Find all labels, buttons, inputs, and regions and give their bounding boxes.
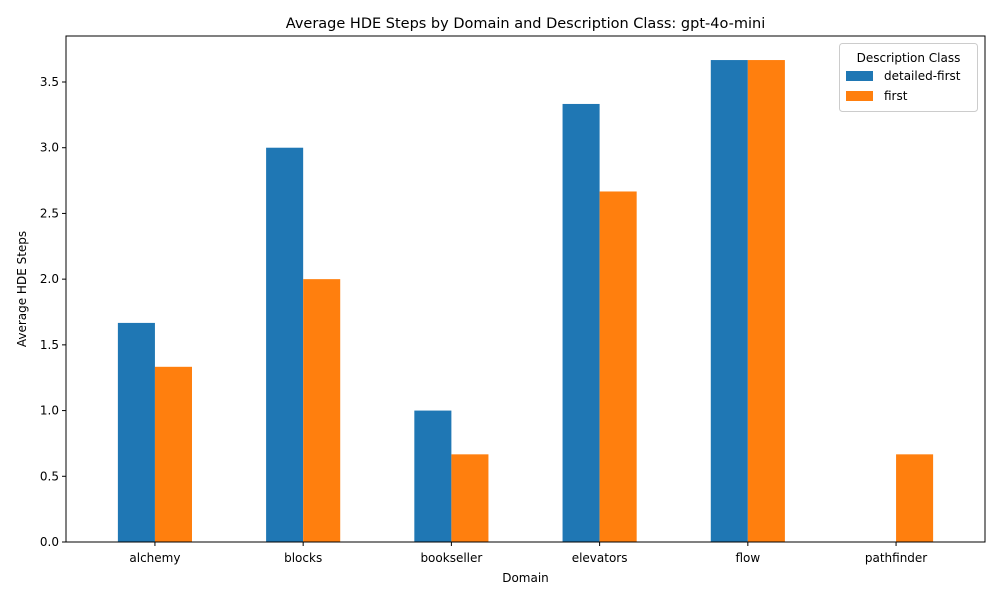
bar-first-blocks — [303, 279, 341, 542]
bars — [117, 60, 934, 543]
legend: Description Class detailed-first first — [839, 43, 978, 112]
y-tick-label: 0.5 — [40, 469, 59, 483]
y-tick-label: 3.5 — [40, 75, 59, 89]
y-tick-label: 2.0 — [40, 272, 59, 286]
bar-detailed-first-blocks — [266, 147, 304, 542]
x-axis-label: Domain — [502, 571, 549, 585]
chart-title: Average HDE Steps by Domain and Descript… — [286, 16, 765, 32]
y-tick-label: 3.0 — [40, 141, 59, 155]
bar-first-flow — [747, 60, 785, 543]
x-tick-label-pathfinder: pathfinder — [865, 551, 927, 565]
bar-first-bookseller — [451, 454, 489, 542]
y-axis-label: Average HDE Steps — [15, 231, 29, 347]
bar-first-alchemy — [154, 366, 192, 542]
y-tick-label: 2.5 — [40, 206, 59, 220]
bar-first-elevators — [599, 191, 637, 543]
plot-frame — [65, 35, 986, 543]
bar-detailed-first-bookseller — [414, 410, 452, 542]
x-tick-label-bookseller: bookseller — [420, 551, 482, 565]
y-tick-label: 1.5 — [40, 338, 59, 352]
legend-box — [839, 43, 978, 112]
bar-detailed-first-flow — [710, 60, 748, 543]
x-tick-label-blocks: blocks — [284, 551, 322, 565]
x-tick-label-elevators: elevators — [572, 551, 628, 565]
x-tick-label-flow: flow — [735, 551, 760, 565]
legend-label-first: first — [884, 89, 908, 103]
y-axis: 0.0 0.5 1.0 1.5 2.0 2.5 3.0 3.5 — [40, 75, 66, 549]
legend-entries: detailed-first first — [846, 69, 961, 103]
legend-title: Description Class — [857, 51, 961, 65]
bar-detailed-first-elevators — [562, 103, 600, 542]
y-tick-label: 0.0 — [40, 535, 59, 549]
legend-swatch-first — [846, 91, 873, 101]
x-tick-label-alchemy: alchemy — [129, 551, 180, 565]
legend-swatch-detailed-first — [846, 71, 873, 81]
bar-detailed-first-alchemy — [117, 322, 155, 542]
legend-label-detailed-first: detailed-first — [884, 69, 961, 83]
bar-first-pathfinder — [896, 454, 934, 542]
x-axis: alchemy blocks bookseller elevators flow path… — [129, 542, 927, 565]
y-tick-label: 1.0 — [40, 404, 59, 418]
